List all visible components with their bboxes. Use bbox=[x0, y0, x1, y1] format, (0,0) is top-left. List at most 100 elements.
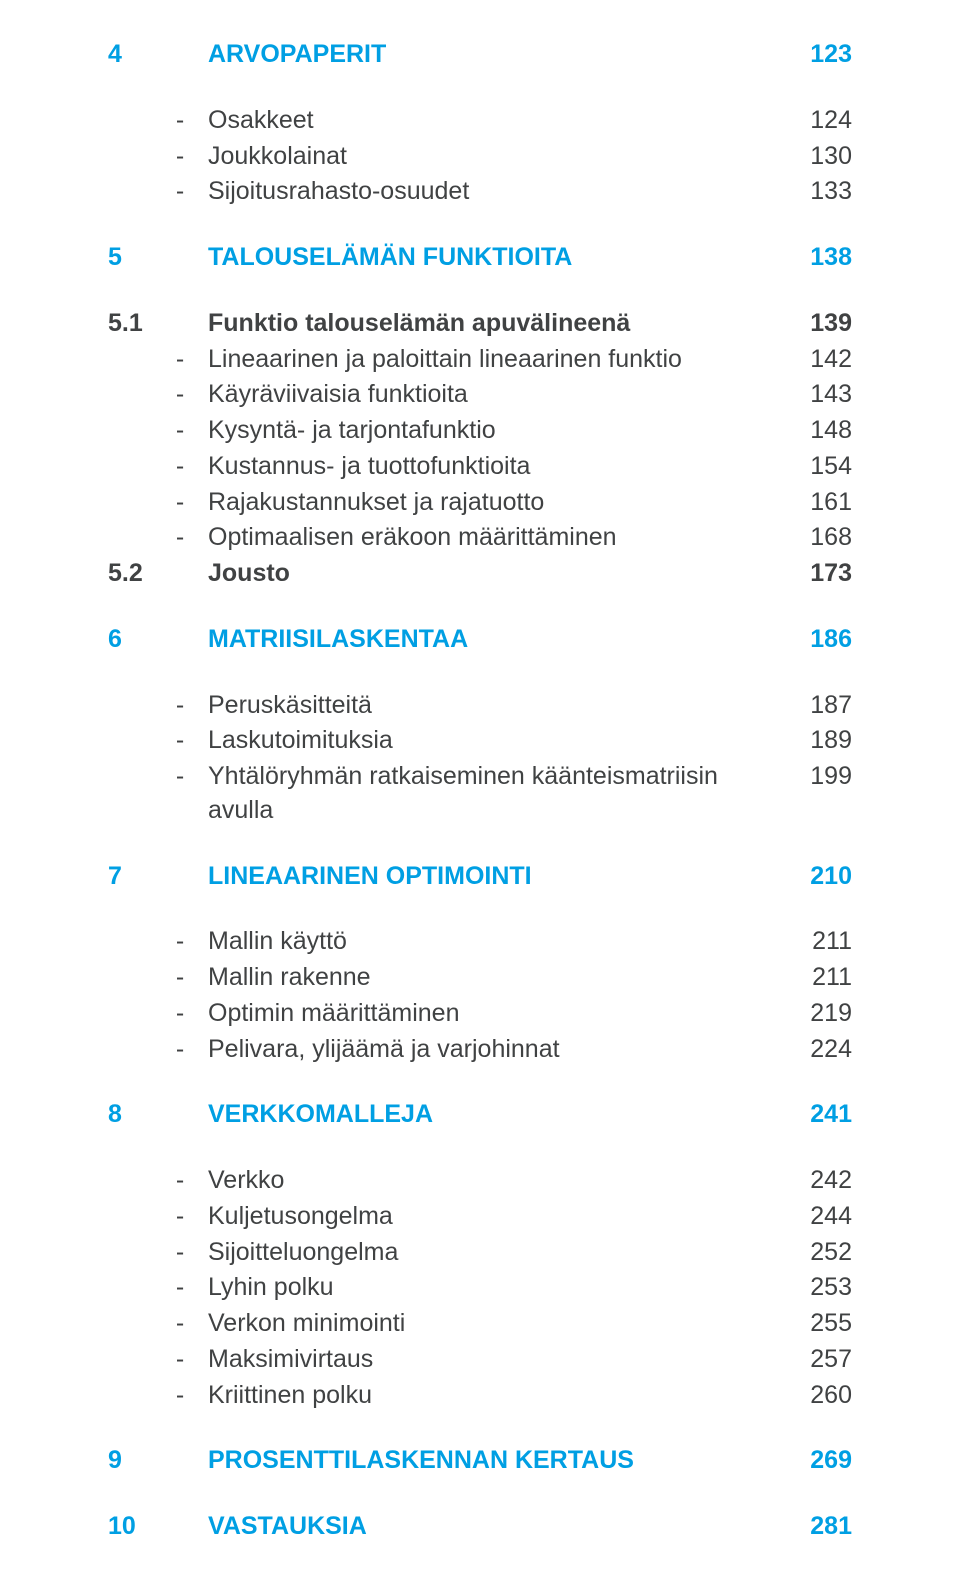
page-number: 199 bbox=[788, 760, 852, 794]
section-number: 5.2 bbox=[108, 557, 168, 591]
page-number: 242 bbox=[788, 1164, 852, 1198]
spacer bbox=[108, 1480, 852, 1510]
toc-item-row: -Laskutoimituksia189 bbox=[108, 724, 852, 758]
item-title: Joukkolainat bbox=[208, 140, 788, 174]
item-title: Maksimivirtaus bbox=[208, 1343, 788, 1377]
toc-item-row: -Osakkeet124 bbox=[108, 104, 852, 138]
chapter-number: 7 bbox=[108, 860, 152, 894]
page-number: 257 bbox=[788, 1343, 852, 1377]
toc-item-row: -Sijoitteluongelma252 bbox=[108, 1236, 852, 1270]
section-number: 5.1 bbox=[108, 307, 168, 341]
spacer bbox=[108, 74, 852, 104]
bullet: - bbox=[152, 724, 208, 758]
toc-section-row: 5.1 Funktio talouselämän apuvälineenä139 bbox=[108, 307, 852, 341]
toc-chapter-row: 7 LINEAARINEN OPTIMOINTI210 bbox=[108, 860, 852, 894]
toc-item-row: -Verkko242 bbox=[108, 1164, 852, 1198]
spacer bbox=[108, 830, 852, 860]
bullet: - bbox=[152, 378, 208, 412]
page-number: 142 bbox=[788, 343, 852, 377]
toc-item-row: -Pelivara, ylijäämä ja varjohinnat224 bbox=[108, 1033, 852, 1067]
toc-item-row: -Mallin rakenne211 bbox=[108, 961, 852, 995]
item-title: Laskutoimituksia bbox=[208, 724, 788, 758]
bullet: - bbox=[152, 140, 208, 174]
chapter-title: VERKKOMALLEJA bbox=[208, 1098, 788, 1132]
item-title: Kriittinen polku bbox=[208, 1379, 788, 1413]
item-title: Mallin rakenne bbox=[208, 961, 788, 995]
toc-item-row: -Kriittinen polku260 bbox=[108, 1379, 852, 1413]
bullet: - bbox=[152, 997, 208, 1031]
bullet: - bbox=[152, 1164, 208, 1198]
toc-chapter-row: 9PROSENTTILASKENNAN KERTAUS269 bbox=[108, 1444, 852, 1478]
page-number: 252 bbox=[788, 1236, 852, 1270]
page-number: 139 bbox=[788, 307, 852, 341]
item-title: Optimaalisen eräkoon määrittäminen bbox=[208, 521, 788, 555]
chapter-number: 8 bbox=[108, 1098, 152, 1132]
page-number: 211 bbox=[788, 925, 852, 959]
spacer bbox=[108, 593, 852, 623]
spacer bbox=[108, 895, 852, 925]
bullet: - bbox=[152, 1343, 208, 1377]
page-number: 161 bbox=[788, 486, 852, 520]
toc-section-row: 5.2 Jousto173 bbox=[108, 557, 852, 591]
item-title: Rajakustannukset ja rajatuotto bbox=[208, 486, 788, 520]
bullet: - bbox=[152, 760, 208, 794]
chapter-title: MATRIISILASKENTAA bbox=[208, 623, 788, 657]
bullet: - bbox=[152, 1033, 208, 1067]
bullet: - bbox=[152, 104, 208, 138]
page-number: 148 bbox=[788, 414, 852, 448]
page-number: 123 bbox=[788, 38, 852, 72]
toc-item-row: -Yhtälöryhmän ratkaiseminen käänteismatr… bbox=[108, 760, 852, 828]
page-number: 189 bbox=[788, 724, 852, 758]
item-title: Kuljetusongelma bbox=[208, 1200, 788, 1234]
toc-item-row: -Mallin käyttö211 bbox=[108, 925, 852, 959]
item-title: Lyhin polku bbox=[208, 1271, 788, 1305]
item-title: Kustannus- ja tuottofunktioita bbox=[208, 450, 788, 484]
chapter-title: LINEAARINEN OPTIMOINTI bbox=[208, 860, 788, 894]
page-number: 210 bbox=[788, 860, 852, 894]
bullet: - bbox=[152, 521, 208, 555]
toc-item-row: -Rajakustannukset ja rajatuotto161 bbox=[108, 486, 852, 520]
toc-item-row: -Maksimivirtaus257 bbox=[108, 1343, 852, 1377]
toc-item-row: -Verkon minimointi255 bbox=[108, 1307, 852, 1341]
bullet: - bbox=[152, 343, 208, 377]
page-number: 173 bbox=[788, 557, 852, 591]
toc-item-row: -Kysyntä- ja tarjontafunktio148 bbox=[108, 414, 852, 448]
page-number: 255 bbox=[788, 1307, 852, 1341]
page-number: 253 bbox=[788, 1271, 852, 1305]
page-number: 168 bbox=[788, 521, 852, 555]
bullet: - bbox=[152, 1200, 208, 1234]
chapter-number: 5 bbox=[108, 241, 152, 275]
page-number: 138 bbox=[788, 241, 852, 275]
section-title: Jousto bbox=[208, 557, 788, 591]
toc-item-row: -Lineaarinen ja paloittain lineaarinen f… bbox=[108, 343, 852, 377]
spacer bbox=[108, 659, 852, 689]
bullet: - bbox=[152, 486, 208, 520]
page-number: 241 bbox=[788, 1098, 852, 1132]
bullet: - bbox=[152, 1271, 208, 1305]
page-number: 124 bbox=[788, 104, 852, 138]
bullet: - bbox=[152, 450, 208, 484]
toc-chapter-row: 4ARVOPAPERIT123 bbox=[108, 38, 852, 72]
chapter-title: ARVOPAPERIT bbox=[208, 38, 788, 72]
page-number: 219 bbox=[788, 997, 852, 1031]
toc-item-row: -Lyhin polku253 bbox=[108, 1271, 852, 1305]
spacer bbox=[108, 1414, 852, 1444]
toc-page: 4ARVOPAPERIT123-Osakkeet124-Joukkolainat… bbox=[0, 0, 960, 1578]
item-title: Lineaarinen ja paloittain lineaarinen fu… bbox=[208, 343, 788, 377]
toc-item-row: -Joukkolainat130 bbox=[108, 140, 852, 174]
bullet: - bbox=[152, 1379, 208, 1413]
page-number: 211 bbox=[788, 961, 852, 995]
toc-item-row: -Kustannus- ja tuottofunktioita154 bbox=[108, 450, 852, 484]
item-title: Kysyntä- ja tarjontafunktio bbox=[208, 414, 788, 448]
toc-chapter-row: 10VASTAUKSIA281 bbox=[108, 1510, 852, 1544]
bullet: - bbox=[152, 414, 208, 448]
chapter-number: 9 bbox=[108, 1444, 152, 1478]
item-title: Verkko bbox=[208, 1164, 788, 1198]
item-title: Pelivara, ylijäämä ja varjohinnat bbox=[208, 1033, 788, 1067]
item-title: Sijoitusrahasto-osuudet bbox=[208, 175, 788, 209]
section-title: Funktio talouselämän apuvälineenä bbox=[208, 307, 788, 341]
bullet: - bbox=[152, 689, 208, 723]
spacer bbox=[108, 1068, 852, 1098]
toc-item-row: -Käyräviivaisia funktioita143 bbox=[108, 378, 852, 412]
item-title: Verkon minimointi bbox=[208, 1307, 788, 1341]
